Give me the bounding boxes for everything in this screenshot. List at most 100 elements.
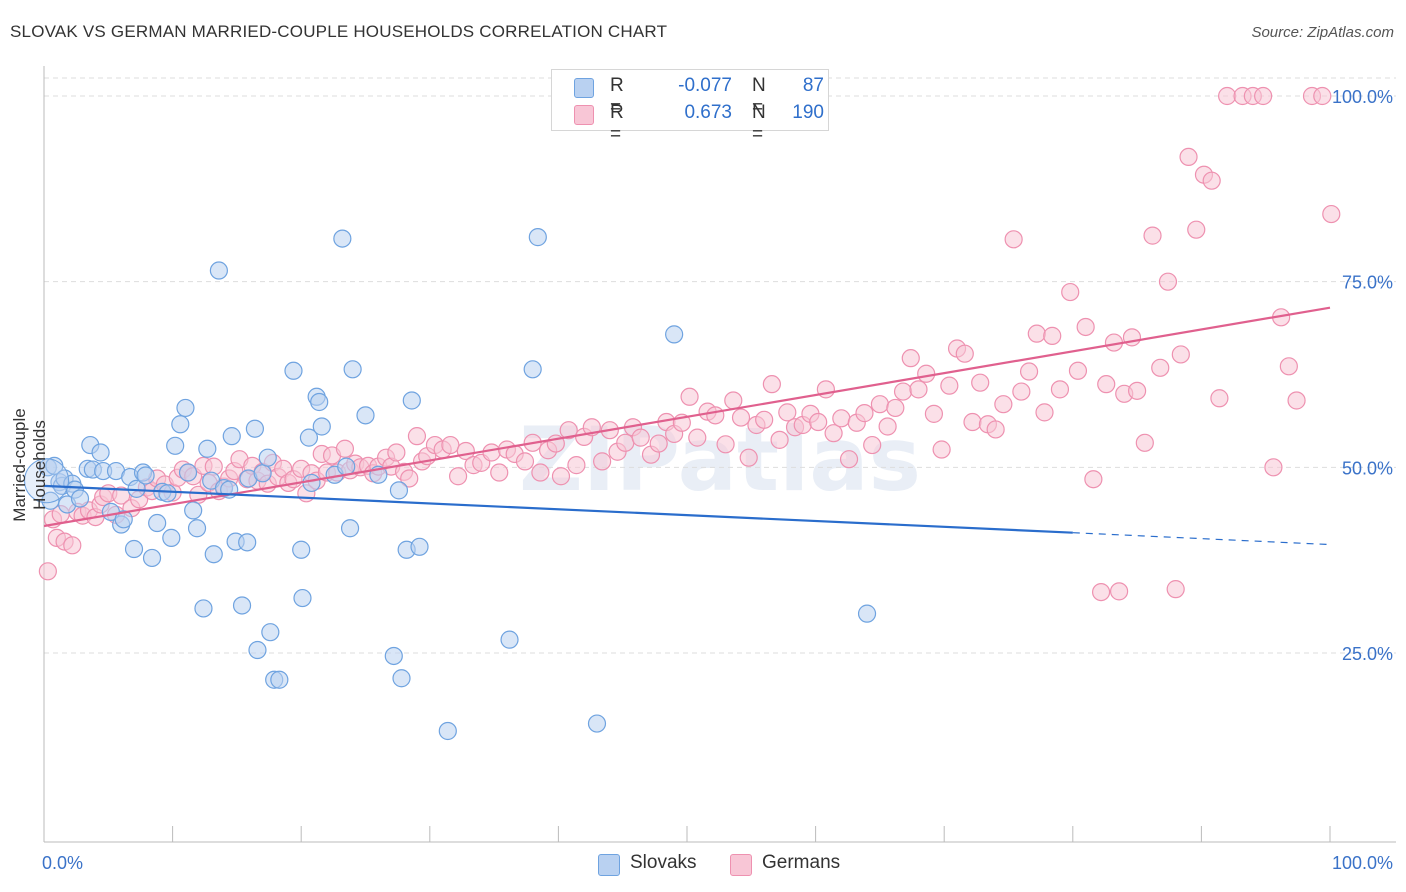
- germans-point: [559, 421, 578, 440]
- germans-point: [63, 536, 82, 555]
- slovaks-point: [402, 391, 421, 410]
- germans-point: [593, 452, 612, 471]
- germans-point: [1091, 583, 1111, 602]
- germans-point: [407, 427, 427, 446]
- germans-point: [940, 376, 959, 395]
- slovaks-point: [204, 545, 223, 564]
- slovaks-point: [587, 714, 607, 733]
- slovaks-point: [857, 604, 877, 623]
- germans-point: [870, 395, 890, 414]
- slovaks-point: [253, 464, 272, 483]
- x-tick-label-max: 100.0%: [1332, 853, 1393, 873]
- germans-point: [1061, 282, 1080, 302]
- r-label: R =: [610, 102, 624, 145]
- slovaks-point: [114, 510, 133, 529]
- slovaks-point: [523, 360, 542, 379]
- slovaks-point: [171, 415, 190, 434]
- slovaks-legend-swatch: [598, 854, 620, 876]
- germans-point: [878, 417, 897, 436]
- slovaks-point: [292, 540, 311, 559]
- germans-point: [755, 410, 774, 429]
- x-tick-label-min: 0.0%: [42, 853, 83, 873]
- germans-point: [1027, 324, 1046, 343]
- germans-point: [1084, 470, 1103, 489]
- slovaks-point: [356, 406, 375, 425]
- slovaks-point: [245, 419, 265, 438]
- slovaks-point: [528, 228, 547, 247]
- germans-point: [400, 469, 419, 488]
- slovaks-point: [209, 261, 228, 280]
- germans-point: [1254, 86, 1273, 106]
- slovaks-point: [194, 599, 213, 618]
- germans-point: [1322, 204, 1341, 224]
- slovaks-point: [310, 392, 329, 412]
- germans-point: [1127, 381, 1147, 400]
- germans-point: [567, 456, 586, 475]
- germans-point: [924, 404, 944, 423]
- slovaks-point: [124, 539, 144, 559]
- slovaks-point: [184, 501, 203, 520]
- slovaks-point: [299, 428, 319, 447]
- germans-point: [631, 428, 650, 447]
- slovaks-point: [438, 721, 457, 741]
- germans-point: [809, 412, 828, 432]
- germans-point: [1143, 226, 1162, 245]
- slovaks-point: [176, 398, 195, 418]
- germans-point: [762, 375, 781, 394]
- germans-point: [932, 440, 951, 459]
- germans-point: [1151, 358, 1170, 377]
- germans-point: [482, 443, 501, 462]
- slovaks-point: [312, 417, 331, 436]
- germans-point: [731, 408, 751, 427]
- germans-point: [1179, 147, 1198, 166]
- slovaks-point: [187, 519, 207, 538]
- germans-point: [1158, 272, 1178, 291]
- germans-point: [448, 467, 468, 486]
- germans-n-value: 190: [792, 102, 824, 123]
- germans-point: [38, 562, 57, 581]
- germans-legend-label: Germans: [762, 852, 841, 873]
- germans-point: [1218, 86, 1237, 106]
- slovaks-r-value: -0.077: [678, 75, 732, 96]
- chart-source: Source: ZipAtlas.com: [1251, 24, 1394, 41]
- germans-point: [649, 434, 668, 453]
- germans-point: [893, 382, 913, 401]
- slovaks-point: [238, 533, 257, 552]
- slovaks-swatch: [574, 78, 594, 98]
- germans-point: [901, 349, 920, 368]
- germans-point: [1068, 361, 1088, 380]
- slovaks-point: [392, 669, 411, 688]
- chart-title: SLOVAK VS GERMAN MARRIED-COUPLE HOUSEHOL…: [10, 22, 668, 41]
- germans-point: [1004, 230, 1023, 249]
- germans-point: [1264, 458, 1283, 477]
- germans-point: [770, 430, 789, 449]
- slovaks-point: [158, 484, 177, 503]
- germans-point: [1109, 582, 1129, 601]
- germans-legend-swatch: [730, 854, 752, 876]
- slovaks-cluster-point: [24, 458, 70, 504]
- germans-point: [515, 452, 535, 471]
- germans-point: [1202, 171, 1221, 190]
- germans-point: [1019, 362, 1039, 381]
- germans-point: [971, 373, 990, 392]
- slovaks-point: [232, 596, 252, 615]
- germans-point: [739, 448, 758, 467]
- germans-point: [335, 439, 355, 458]
- germans-point: [778, 403, 797, 422]
- slovaks-point: [384, 646, 403, 666]
- germans-point: [1166, 580, 1185, 599]
- germans-point: [1135, 433, 1154, 452]
- slovaks-point: [333, 229, 352, 248]
- y-tick-label: 75.0%: [1342, 273, 1393, 293]
- germans-point: [441, 435, 460, 455]
- germans-point: [986, 420, 1005, 439]
- slovaks-point: [261, 623, 280, 642]
- germans-point: [680, 387, 699, 406]
- n-label: N =: [752, 102, 766, 145]
- germans-point: [1043, 326, 1062, 345]
- slovaks-point: [142, 548, 162, 568]
- slovaks-point: [343, 360, 362, 379]
- germans-point: [1035, 403, 1054, 422]
- slovaks-point: [410, 537, 429, 556]
- germans-point: [1210, 389, 1229, 408]
